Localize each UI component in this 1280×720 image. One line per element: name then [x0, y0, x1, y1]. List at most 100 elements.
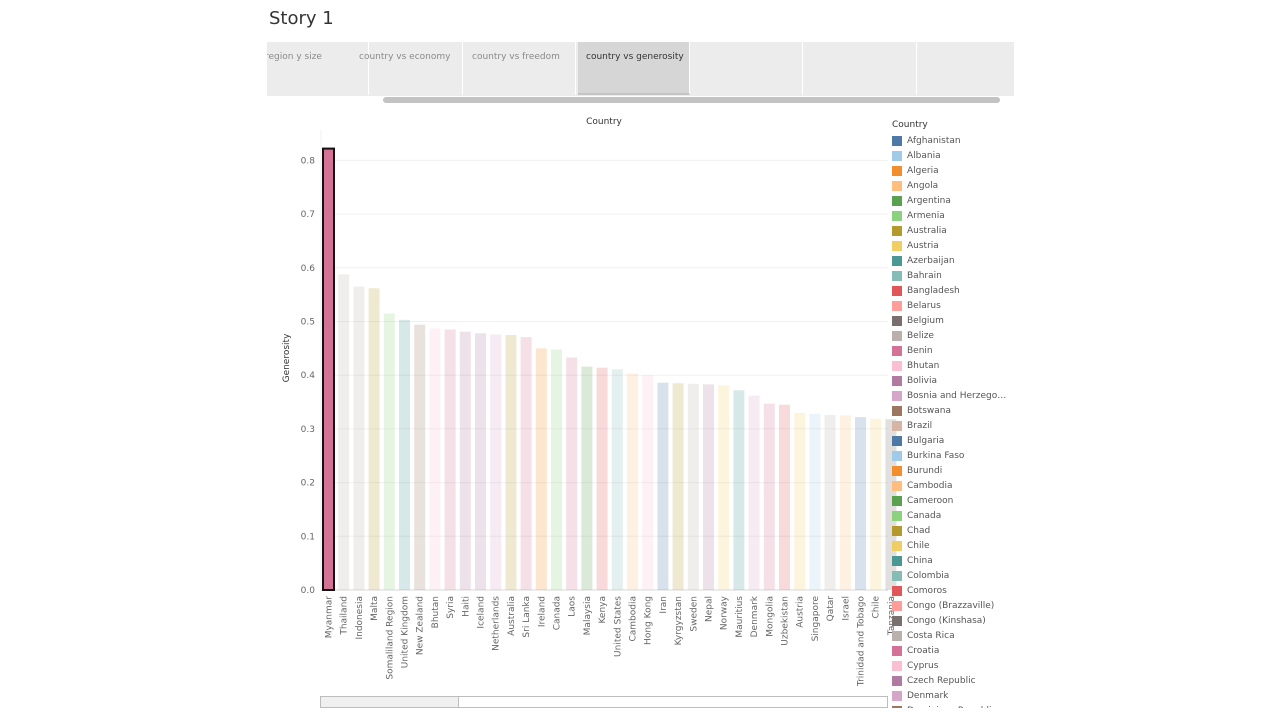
bar-canada[interactable]	[551, 349, 562, 590]
bar-new-zealand[interactable]	[414, 324, 426, 590]
chart-horizontal-scrollbar[interactable]	[320, 696, 888, 708]
legend-label: Albania	[907, 150, 941, 161]
legend-item[interactable]: Comoros	[892, 583, 1012, 598]
bar-kenya[interactable]	[596, 367, 608, 590]
legend-swatch	[892, 570, 902, 581]
legend-swatch	[892, 480, 902, 491]
bar-nepal[interactable]	[703, 384, 714, 590]
bar-sri-lanka[interactable]	[520, 337, 532, 590]
bar-thailand[interactable]	[338, 274, 350, 590]
legend-item[interactable]: Austria	[892, 238, 1012, 253]
story-point-region-size[interactable]: region y size	[267, 42, 369, 95]
y-tick-labels: 0.0 0.1 0.2 0.3 0.4 0.5 0.6 0.7 0.8	[301, 156, 316, 596]
story-point-country-vs-generosity[interactable]: country vs generosity	[578, 42, 690, 95]
legend-item[interactable]: Australia	[892, 223, 1012, 238]
bar-united-kingdom[interactable]	[399, 319, 410, 590]
legend-item[interactable]: Armenia	[892, 208, 1012, 223]
bar-mongolia[interactable]	[763, 403, 775, 590]
legend-item[interactable]: Belize	[892, 328, 1012, 343]
legend-item[interactable]: Costa Rica	[892, 628, 1012, 643]
legend-item[interactable]: Burundi	[892, 463, 1012, 478]
legend-item[interactable]: Burkina Faso	[892, 448, 1012, 463]
bar-austria[interactable]	[794, 412, 806, 590]
legend-item[interactable]: Canada	[892, 508, 1012, 523]
bar-chile[interactable]	[870, 418, 882, 590]
legend-item[interactable]: Cameroon	[892, 493, 1012, 508]
legend-item[interactable]: Chad	[892, 523, 1012, 538]
legend-label: Armenia	[907, 210, 945, 221]
bar-tanzania[interactable]	[885, 419, 897, 590]
legend-item[interactable]: China	[892, 553, 1012, 568]
legend-item[interactable]: Croatia	[892, 643, 1012, 658]
x-tick-label: Cambodia	[629, 596, 639, 642]
bar-denmark[interactable]	[748, 395, 760, 590]
legend-swatch	[892, 465, 902, 476]
legend-item[interactable]: Bulgaria	[892, 433, 1012, 448]
legend-item[interactable]: Benin	[892, 343, 1012, 358]
scrollbar-thumb[interactable]	[321, 697, 459, 707]
legend-item[interactable]: Congo (Brazzaville)	[892, 598, 1012, 613]
legend-item[interactable]: Belgium	[892, 313, 1012, 328]
legend-item[interactable]: Albania	[892, 148, 1012, 163]
legend-item[interactable]: Czech Republic	[892, 673, 1012, 688]
bar-sweden[interactable]	[687, 383, 699, 590]
bar-united-states[interactable]	[611, 369, 623, 590]
navigator-scrollbar[interactable]	[383, 97, 1000, 103]
legend-item[interactable]: Afghanistan	[892, 133, 1012, 148]
legend-item[interactable]: Colombia	[892, 568, 1012, 583]
x-tick-label: Chile	[872, 596, 882, 619]
bar-malaysia[interactable]	[581, 366, 593, 590]
bar-malta[interactable]	[368, 288, 380, 590]
bar-australia[interactable]	[505, 334, 517, 590]
bar-haiti[interactable]	[459, 331, 471, 590]
bar-cambodia[interactable]	[627, 373, 638, 590]
bar-iceland[interactable]	[475, 333, 486, 590]
legend-item[interactable]: Bahrain	[892, 268, 1012, 283]
legend-swatch	[892, 240, 902, 251]
legend-item[interactable]: Cambodia	[892, 478, 1012, 493]
bar-ireland[interactable]	[535, 348, 547, 590]
bar-myanmar[interactable]	[322, 147, 335, 591]
legend-swatch	[892, 345, 902, 356]
legend-item[interactable]: Azerbaijan	[892, 253, 1012, 268]
bar-indonesia[interactable]	[353, 286, 365, 590]
bar-somaliland-region[interactable]	[383, 313, 395, 590]
bar-israel[interactable]	[839, 415, 851, 590]
legend-item[interactable]: Cyprus	[892, 658, 1012, 673]
legend-item[interactable]: Angola	[892, 178, 1012, 193]
bar-norway[interactable]	[718, 385, 730, 590]
legend-item[interactable]: Brazil	[892, 418, 1012, 433]
legend-item[interactable]: Algeria	[892, 163, 1012, 178]
story-point-empty-5[interactable]	[691, 42, 803, 95]
bar-qatar[interactable]	[824, 414, 836, 590]
legend-item[interactable]: Bolivia	[892, 373, 1012, 388]
legend-swatch	[892, 360, 902, 371]
bar-hong-kong[interactable]	[642, 375, 654, 590]
y-tick-label: 0.3	[301, 425, 315, 435]
story-point-empty-6[interactable]	[805, 42, 917, 95]
bar-bhutan[interactable]	[429, 328, 441, 590]
bar-uzbekistan[interactable]	[779, 404, 790, 590]
x-tick-label: Somaliland Region	[385, 596, 395, 680]
bar-singapore[interactable]	[809, 413, 821, 590]
legend-item[interactable]: Denmark	[892, 688, 1012, 703]
legend-label: Bhutan	[907, 360, 940, 371]
story-point-country-vs-freedom[interactable]: country vs freedom	[464, 42, 576, 95]
legend-item[interactable]: Dominican Republic	[892, 703, 1012, 708]
legend-item[interactable]: Botswana	[892, 403, 1012, 418]
bar-kyrgyzstan[interactable]	[672, 383, 684, 590]
bar-iran[interactable]	[657, 382, 669, 590]
bar-laos[interactable]	[566, 357, 578, 590]
bar-trinidad-and-tobago[interactable]	[855, 417, 866, 590]
legend-item[interactable]: Congo (Kinshasa)	[892, 613, 1012, 628]
bar-mauritius[interactable]	[733, 390, 745, 590]
legend-item[interactable]: Chile	[892, 538, 1012, 553]
legend-item[interactable]: Belarus	[892, 298, 1012, 313]
legend-item[interactable]: Argentina	[892, 193, 1012, 208]
legend-item[interactable]: Bhutan	[892, 358, 1012, 373]
bar-netherlands[interactable]	[490, 334, 502, 590]
legend-item[interactable]: Bosnia and Herzegovi..	[892, 388, 1012, 403]
bar-syria[interactable]	[444, 329, 456, 590]
legend-item[interactable]: Bangladesh	[892, 283, 1012, 298]
story-point-country-vs-economy[interactable]: country vs economy	[351, 42, 463, 95]
